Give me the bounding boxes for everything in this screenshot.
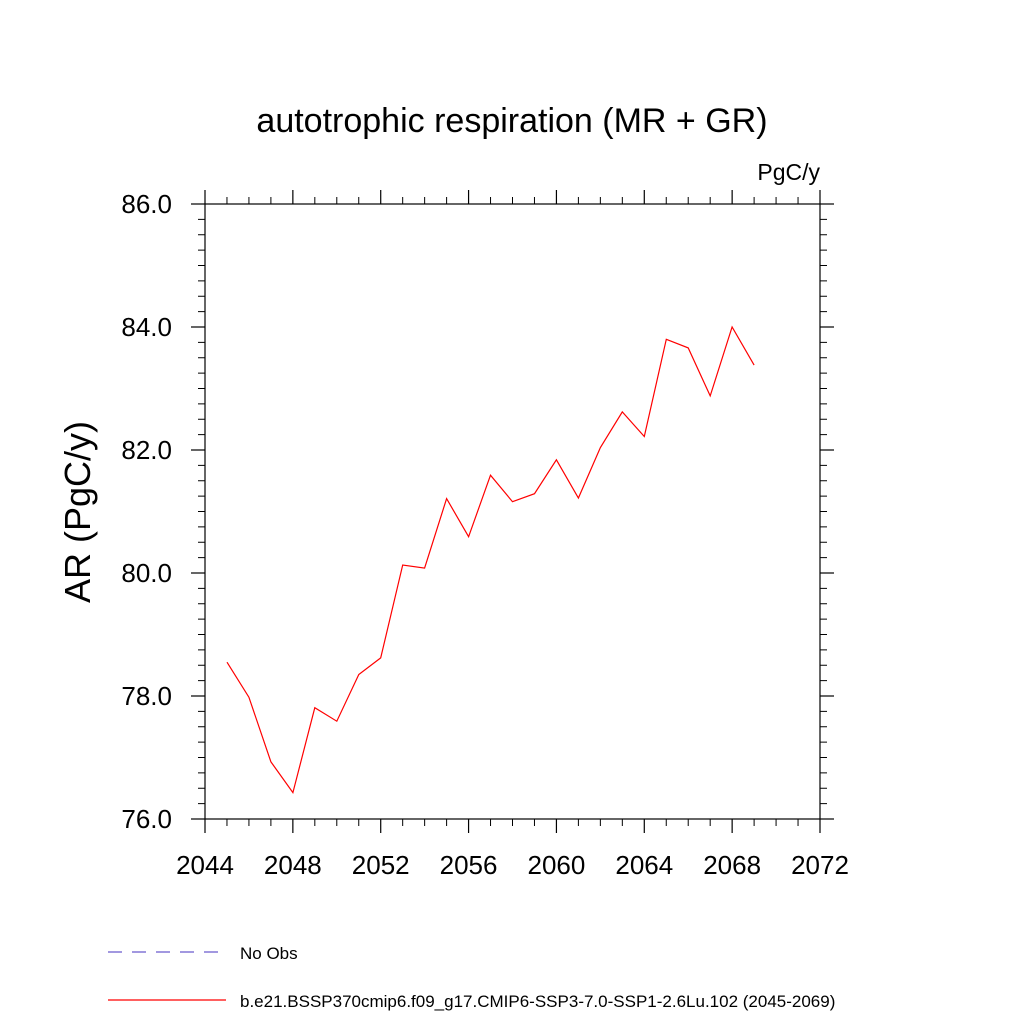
y-tick-label: 86.0 [121, 189, 172, 219]
x-tick-label: 2056 [440, 850, 498, 880]
units-label: PgC/y [757, 159, 820, 185]
axis-ticks [191, 190, 834, 833]
x-tick-label: 2048 [264, 850, 322, 880]
y-axis-label: AR (PgC/y) [57, 421, 98, 603]
y-tick-label: 82.0 [121, 435, 172, 465]
chart-title: autotrophic respiration (MR + GR) [256, 102, 767, 140]
y-tick-label: 80.0 [121, 558, 172, 588]
x-tick-label: 2052 [352, 850, 410, 880]
series-line [226, 325, 755, 794]
x-tick-label: 2044 [176, 850, 234, 880]
x-tick-label: 2068 [703, 850, 761, 880]
plot-frame [204, 203, 821, 820]
x-tick-label: 2064 [615, 850, 673, 880]
series-layer [226, 325, 755, 794]
y-tick-label: 76.0 [121, 804, 172, 834]
y-tick-label: 78.0 [121, 681, 172, 711]
x-tick-label: 2072 [791, 850, 849, 880]
legend-entry-label: No Obs [240, 944, 298, 963]
x-tick-label: 2060 [528, 850, 586, 880]
y-tick-label: 84.0 [121, 312, 172, 342]
axis-tick-labels: 2044 2048 2052 2056 2060 2064 2068 2072 76.0 78.0… [121, 189, 849, 880]
legend-entry-label: b.e21.BSSP370cmip6.f09_g17.CMIP6-SSP3-7.… [240, 992, 835, 1011]
legend: No Obs b.e21.BSSP370cmip6.f09_g17.CMIP6-S… [108, 944, 835, 1011]
